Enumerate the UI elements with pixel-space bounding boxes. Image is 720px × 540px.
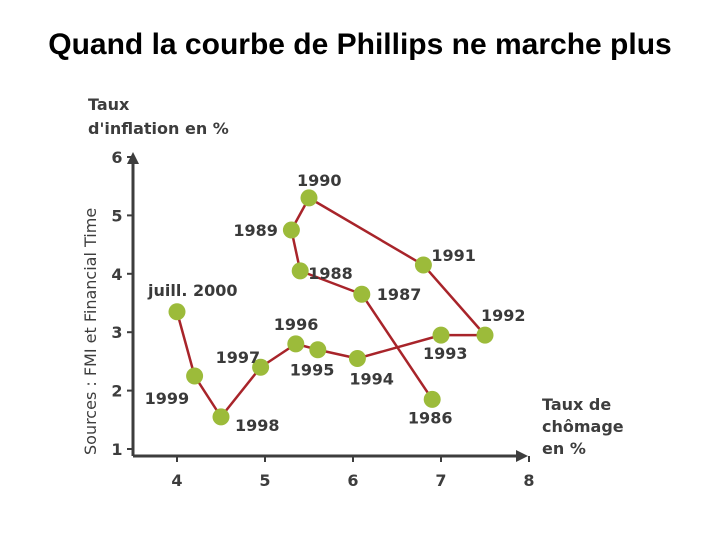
data-point-1989	[282, 221, 300, 239]
slide-title: Quand la courbe de Phillips ne marche pl…	[48, 28, 672, 61]
y-tick-label: 2	[111, 382, 122, 401]
point-label: 1999	[145, 389, 190, 408]
point-label: 1996	[274, 315, 319, 334]
source-note: Sources : FMI et Financial Time	[81, 208, 100, 455]
data-point-juill-2000	[168, 303, 186, 321]
x-axis-title-line2: chômage	[542, 417, 624, 436]
point-label: 1995	[290, 361, 335, 380]
chart-point-labels: 1986 1987 1988 1989 1990 1991 1992 1993 1994 1995…	[145, 171, 526, 435]
y-tick-label: 3	[111, 323, 122, 342]
series-line	[175, 196, 487, 419]
chart-markers	[168, 189, 494, 426]
point-label: 1988	[308, 264, 353, 283]
point-label: 1994	[349, 369, 394, 388]
y-axis-title-line2: d'inflation en %	[88, 119, 229, 138]
y-tick-label: 5	[111, 206, 122, 225]
data-point-1990	[300, 189, 318, 207]
x-axis-title-line1: Taux de	[542, 395, 611, 414]
chart-axes: 4 5 6 7 8 1 2 3 4 5 6	[111, 148, 534, 490]
point-label: 1993	[423, 344, 468, 363]
point-label: 1992	[481, 306, 526, 325]
x-axis-title-line3: en %	[542, 439, 586, 458]
y-tick-label: 4	[111, 265, 122, 284]
point-label: 1987	[377, 285, 422, 304]
data-point-1988	[291, 262, 309, 280]
point-label: 1998	[235, 416, 280, 435]
x-tick-label: 8	[523, 471, 534, 490]
data-point-1999	[186, 367, 204, 385]
point-label: 1989	[233, 221, 278, 240]
data-point-1993	[432, 326, 450, 344]
y-axis-title-line1: Taux	[88, 95, 130, 114]
x-axis-arrow	[516, 450, 528, 462]
chart-axis-titles: Taux d'inflation en % Taux de chômage en % So…	[81, 95, 624, 458]
data-point-1987	[353, 285, 371, 303]
data-point-1996	[287, 335, 305, 353]
data-point-1995	[309, 341, 327, 359]
y-tick-label: 1	[111, 440, 122, 459]
x-tick-label: 7	[435, 471, 446, 490]
y-tick-label: 6	[111, 148, 122, 167]
data-point-1986	[423, 390, 441, 408]
point-label: juill. 2000	[147, 281, 238, 300]
data-point-1997	[252, 358, 270, 376]
x-tick-label: 4	[171, 471, 182, 490]
point-label: 1997	[216, 348, 261, 367]
point-label: 1986	[408, 408, 453, 427]
data-point-1998	[212, 408, 230, 426]
point-label: 1991	[431, 246, 476, 265]
chart-series	[175, 196, 487, 419]
x-tick-label: 6	[347, 471, 358, 490]
data-point-1992	[476, 326, 494, 344]
data-point-1991	[414, 256, 432, 274]
point-label: 1990	[297, 171, 342, 190]
x-tick-label: 5	[259, 471, 270, 490]
data-point-1994	[348, 349, 366, 367]
